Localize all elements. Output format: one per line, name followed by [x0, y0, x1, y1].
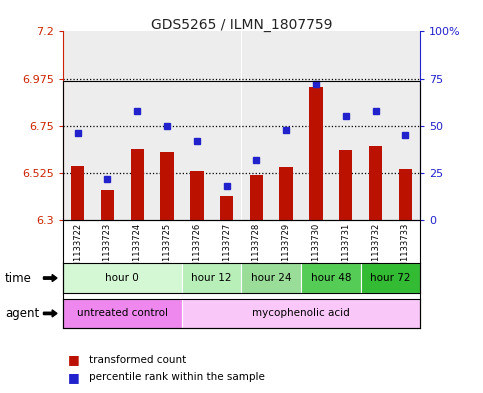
Text: ■: ■: [68, 371, 79, 384]
Text: ■: ■: [68, 353, 79, 366]
Bar: [361, 263, 420, 293]
Bar: [63, 263, 182, 293]
Bar: [190, 171, 203, 220]
Text: hour 72: hour 72: [370, 273, 411, 283]
Bar: [280, 167, 293, 220]
Text: hour 12: hour 12: [191, 273, 232, 283]
Bar: [152, 31, 182, 220]
Text: time: time: [5, 272, 32, 285]
Bar: [130, 149, 144, 220]
Bar: [101, 190, 114, 220]
Bar: [182, 263, 242, 293]
Text: hour 24: hour 24: [251, 273, 292, 283]
Bar: [390, 31, 420, 220]
Bar: [398, 169, 412, 220]
Bar: [301, 31, 331, 220]
Bar: [122, 31, 152, 220]
Bar: [220, 196, 233, 220]
Bar: [369, 146, 382, 220]
Bar: [271, 31, 301, 220]
Bar: [63, 31, 93, 220]
Bar: [242, 31, 271, 220]
Bar: [63, 299, 182, 328]
Bar: [93, 31, 122, 220]
Text: GDS5265 / ILMN_1807759: GDS5265 / ILMN_1807759: [151, 18, 332, 32]
Bar: [250, 175, 263, 220]
Bar: [331, 31, 361, 220]
Bar: [309, 87, 323, 220]
Text: untreated control: untreated control: [77, 309, 168, 318]
Text: hour 48: hour 48: [311, 273, 351, 283]
Bar: [71, 166, 85, 220]
Bar: [361, 31, 390, 220]
Bar: [339, 150, 353, 220]
Text: transformed count: transformed count: [89, 354, 186, 365]
Bar: [182, 31, 212, 220]
Text: agent: agent: [5, 307, 39, 320]
Bar: [301, 263, 361, 293]
Text: mycophenolic acid: mycophenolic acid: [252, 309, 350, 318]
Bar: [212, 31, 242, 220]
Bar: [160, 152, 174, 220]
Bar: [182, 299, 420, 328]
Text: percentile rank within the sample: percentile rank within the sample: [89, 372, 265, 382]
Text: hour 0: hour 0: [105, 273, 139, 283]
Bar: [242, 263, 301, 293]
